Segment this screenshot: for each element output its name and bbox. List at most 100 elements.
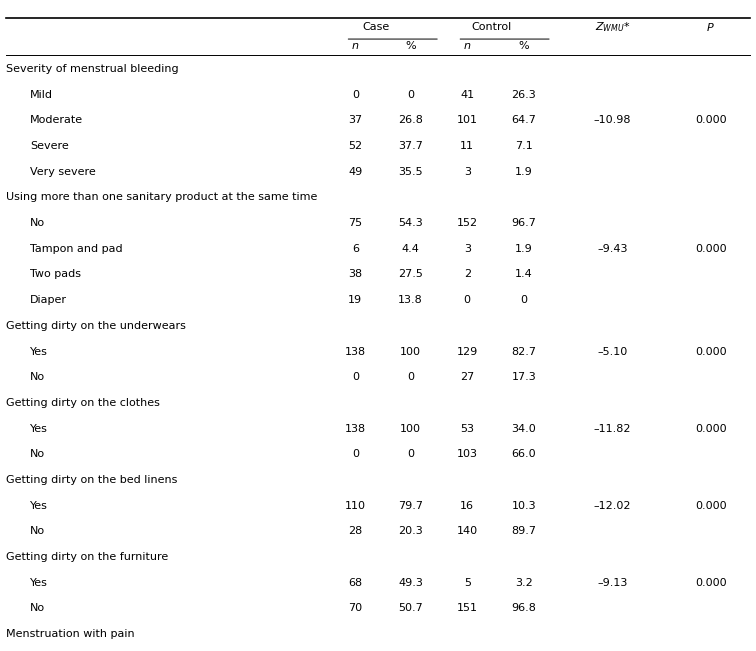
Text: 0: 0: [407, 372, 414, 382]
Text: 100: 100: [400, 424, 421, 434]
Text: No: No: [30, 372, 45, 382]
Text: Yes: Yes: [30, 424, 48, 434]
Text: 26.8: 26.8: [398, 115, 423, 125]
Text: 4.4: 4.4: [401, 243, 420, 254]
Text: 0.000: 0.000: [695, 501, 727, 510]
Text: 0.000: 0.000: [695, 424, 727, 434]
Text: 89.7: 89.7: [511, 527, 537, 536]
Text: 28: 28: [349, 527, 362, 536]
Text: Diaper: Diaper: [30, 295, 67, 305]
Text: –12.02: –12.02: [593, 501, 631, 510]
Text: 1.4: 1.4: [515, 270, 533, 279]
Text: $n$: $n$: [352, 40, 359, 51]
Text: –11.82: –11.82: [593, 424, 631, 434]
Text: 0: 0: [463, 295, 471, 305]
Text: 151: 151: [457, 603, 478, 613]
Text: 68: 68: [349, 577, 362, 588]
Text: 0: 0: [352, 372, 359, 382]
Text: 3.2: 3.2: [515, 577, 533, 588]
Text: 1.9: 1.9: [515, 167, 533, 176]
Text: 103: 103: [457, 449, 478, 460]
Text: 19: 19: [349, 295, 362, 305]
Text: 0: 0: [520, 295, 528, 305]
Text: 66.0: 66.0: [512, 449, 536, 460]
Text: 0.000: 0.000: [695, 346, 727, 357]
Text: 13.8: 13.8: [398, 295, 423, 305]
Text: 96.7: 96.7: [512, 218, 536, 228]
Text: Using more than one sanitary product at the same time: Using more than one sanitary product at …: [6, 192, 318, 202]
Text: No: No: [30, 603, 45, 613]
Text: Yes: Yes: [30, 346, 48, 357]
Text: Getting dirty on the furniture: Getting dirty on the furniture: [6, 552, 169, 562]
Text: 0: 0: [352, 90, 359, 100]
Text: Very severe: Very severe: [30, 167, 96, 176]
Text: 54.3: 54.3: [398, 218, 423, 228]
Text: Control: Control: [471, 22, 512, 33]
Text: $P$: $P$: [706, 21, 715, 33]
Text: 138: 138: [345, 424, 366, 434]
Text: 0: 0: [407, 90, 414, 100]
Text: Yes: Yes: [30, 577, 48, 588]
Text: 11: 11: [460, 141, 474, 151]
Text: Menstruation with pain: Menstruation with pain: [6, 629, 135, 639]
Text: 101: 101: [457, 115, 478, 125]
Text: –9.43: –9.43: [597, 243, 627, 254]
Text: 16: 16: [460, 501, 474, 510]
Text: 96.8: 96.8: [512, 603, 536, 613]
Text: 100: 100: [400, 346, 421, 357]
Text: Moderate: Moderate: [30, 115, 83, 125]
Text: Getting dirty on the clothes: Getting dirty on the clothes: [6, 398, 160, 408]
Text: $Z_{\mathregular{WMU}}$*: $Z_{\mathregular{WMU}}$*: [595, 20, 630, 35]
Text: 0: 0: [352, 449, 359, 460]
Text: Severity of menstrual bleeding: Severity of menstrual bleeding: [6, 64, 178, 74]
Text: 1.9: 1.9: [515, 243, 533, 254]
Text: 38: 38: [349, 270, 362, 279]
Text: Tampon and pad: Tampon and pad: [30, 243, 123, 254]
Text: Severe: Severe: [30, 141, 69, 151]
Text: 37: 37: [349, 115, 362, 125]
Text: 138: 138: [345, 346, 366, 357]
Text: 41: 41: [460, 90, 474, 100]
Text: 2: 2: [463, 270, 471, 279]
Text: 49: 49: [349, 167, 362, 176]
Text: 82.7: 82.7: [511, 346, 537, 357]
Text: –9.13: –9.13: [597, 577, 627, 588]
Text: 0.000: 0.000: [695, 577, 727, 588]
Text: 64.7: 64.7: [512, 115, 536, 125]
Text: 52: 52: [349, 141, 362, 151]
Text: 110: 110: [345, 501, 366, 510]
Text: 79.7: 79.7: [398, 501, 423, 510]
Text: No: No: [30, 527, 45, 536]
Text: 27: 27: [460, 372, 474, 382]
Text: 26.3: 26.3: [512, 90, 536, 100]
Text: 5: 5: [463, 577, 471, 588]
Text: –5.10: –5.10: [597, 346, 627, 357]
Text: 6: 6: [352, 243, 359, 254]
Text: –10.98: –10.98: [593, 115, 631, 125]
Text: No: No: [30, 449, 45, 460]
Text: 0: 0: [407, 449, 414, 460]
Text: 140: 140: [457, 527, 478, 536]
Text: 75: 75: [349, 218, 362, 228]
Text: 70: 70: [349, 603, 362, 613]
Text: 10.3: 10.3: [512, 501, 536, 510]
Text: Two pads: Two pads: [30, 270, 81, 279]
Text: 129: 129: [457, 346, 478, 357]
Text: 53: 53: [460, 424, 474, 434]
Text: 152: 152: [457, 218, 478, 228]
Text: 20.3: 20.3: [398, 527, 423, 536]
Text: 0.000: 0.000: [695, 243, 727, 254]
Text: 3: 3: [463, 167, 471, 176]
Text: Yes: Yes: [30, 501, 48, 510]
Text: 7.1: 7.1: [515, 141, 533, 151]
Text: 27.5: 27.5: [398, 270, 423, 279]
Text: 50.7: 50.7: [398, 603, 423, 613]
Text: %: %: [519, 40, 529, 51]
Text: 49.3: 49.3: [398, 577, 423, 588]
Text: Getting dirty on the bed linens: Getting dirty on the bed linens: [6, 475, 178, 485]
Text: 17.3: 17.3: [512, 372, 536, 382]
Text: Getting dirty on the underwears: Getting dirty on the underwears: [6, 321, 186, 331]
Text: Mild: Mild: [30, 90, 53, 100]
Text: 3: 3: [463, 243, 471, 254]
Text: No: No: [30, 218, 45, 228]
